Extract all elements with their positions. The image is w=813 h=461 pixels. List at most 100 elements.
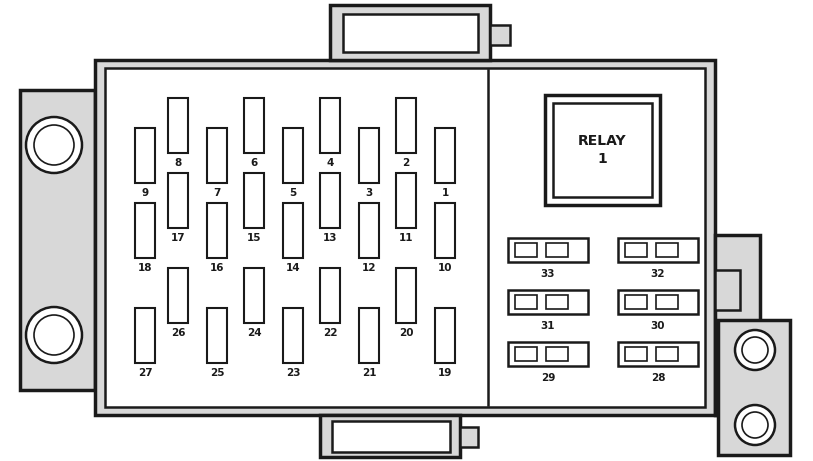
Bar (95, 60, 715, 415)
Bar (135, 307, 155, 362)
Circle shape (742, 412, 768, 438)
Text: 26: 26 (171, 328, 185, 338)
Text: 11: 11 (398, 233, 413, 243)
Bar (168, 172, 188, 227)
Bar (553, 103, 652, 197)
Text: 21: 21 (362, 368, 376, 378)
Bar (20, 90, 95, 390)
Bar (546, 295, 568, 309)
Bar (515, 243, 537, 257)
Bar (283, 202, 303, 258)
Text: 8: 8 (174, 158, 181, 168)
Text: 32: 32 (650, 269, 665, 279)
Bar (508, 238, 588, 262)
Text: 2: 2 (402, 158, 410, 168)
Text: 27: 27 (137, 368, 152, 378)
Text: 23: 23 (285, 368, 300, 378)
Bar (320, 415, 460, 457)
Bar (330, 5, 490, 60)
Bar (168, 97, 188, 153)
Bar (359, 307, 379, 362)
Text: 33: 33 (541, 269, 555, 279)
Text: 17: 17 (171, 233, 185, 243)
Text: 30: 30 (650, 321, 665, 331)
Bar (332, 421, 450, 452)
Bar (359, 128, 379, 183)
Bar (244, 97, 264, 153)
Bar (546, 243, 568, 257)
Bar (618, 342, 698, 366)
Bar (545, 95, 660, 205)
Bar (656, 347, 678, 361)
Bar (718, 320, 790, 455)
Bar (435, 202, 455, 258)
Bar (396, 97, 416, 153)
Bar (618, 238, 698, 262)
Circle shape (735, 330, 775, 370)
Text: 3: 3 (365, 188, 372, 198)
Text: 13: 13 (323, 233, 337, 243)
Bar (135, 128, 155, 183)
Text: 7: 7 (213, 188, 220, 198)
Text: 24: 24 (246, 328, 261, 338)
Text: 28: 28 (650, 373, 665, 383)
Circle shape (26, 117, 82, 173)
Bar (343, 14, 478, 52)
Text: 29: 29 (541, 373, 555, 383)
Bar (135, 202, 155, 258)
Bar (618, 290, 698, 314)
Bar (715, 270, 740, 310)
Text: 18: 18 (137, 263, 152, 273)
Bar (283, 128, 303, 183)
Text: RELAY
1: RELAY 1 (578, 134, 626, 166)
Text: 5: 5 (289, 188, 297, 198)
Bar (359, 202, 379, 258)
Text: 6: 6 (250, 158, 258, 168)
Text: 9: 9 (141, 188, 149, 198)
Bar (207, 307, 227, 362)
Bar (244, 267, 264, 323)
Text: 10: 10 (437, 263, 452, 273)
Bar (515, 295, 537, 309)
Bar (656, 243, 678, 257)
Bar (105, 68, 705, 407)
Text: 16: 16 (210, 263, 224, 273)
Bar (508, 290, 588, 314)
Bar (320, 172, 340, 227)
Circle shape (26, 307, 82, 363)
Bar (320, 97, 340, 153)
Text: 20: 20 (398, 328, 413, 338)
Text: 19: 19 (438, 368, 452, 378)
Bar (515, 347, 537, 361)
Bar (207, 128, 227, 183)
Circle shape (742, 337, 768, 363)
Bar (283, 307, 303, 362)
Text: 1: 1 (441, 188, 449, 198)
Text: 12: 12 (362, 263, 376, 273)
Bar (168, 267, 188, 323)
Circle shape (34, 125, 74, 165)
Bar (625, 243, 647, 257)
Text: 4: 4 (326, 158, 333, 168)
Text: 31: 31 (541, 321, 555, 331)
Text: 22: 22 (323, 328, 337, 338)
Bar (396, 172, 416, 227)
Bar (207, 202, 227, 258)
Bar (460, 427, 478, 447)
Bar (490, 25, 510, 45)
Text: 14: 14 (285, 263, 300, 273)
Text: 15: 15 (247, 233, 261, 243)
Bar (546, 347, 568, 361)
Circle shape (735, 405, 775, 445)
Bar (656, 295, 678, 309)
Bar (435, 128, 455, 183)
Bar (508, 342, 588, 366)
Text: 25: 25 (210, 368, 224, 378)
Bar (625, 295, 647, 309)
Bar (435, 307, 455, 362)
Bar (625, 347, 647, 361)
Bar (396, 267, 416, 323)
Circle shape (34, 315, 74, 355)
Bar (715, 235, 760, 415)
Bar (320, 267, 340, 323)
